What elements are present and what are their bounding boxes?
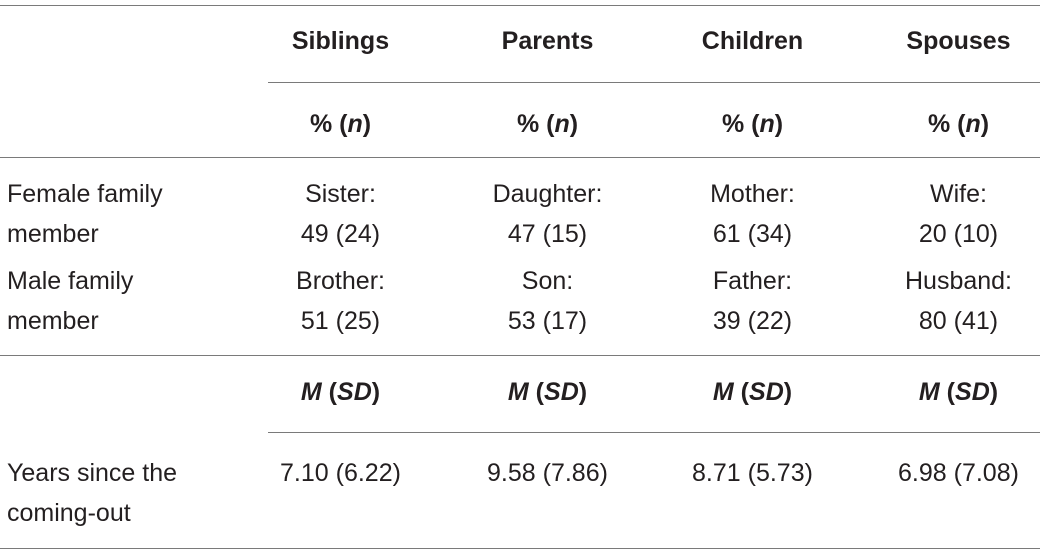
row-label-male: Male family member — [7, 267, 134, 335]
table-cell: Father: 39 (22) — [712, 267, 793, 335]
pct-subheader: % (n) — [721, 110, 784, 138]
column-header-spouses: Spouses — [906, 27, 1011, 55]
msd-rule — [268, 432, 1040, 433]
column-header-siblings: Siblings — [291, 27, 390, 55]
pct-subheader: % (n) — [516, 110, 579, 138]
table-cell: 6.98 (7.08) — [898, 459, 1019, 487]
subheader-rule — [0, 157, 1040, 158]
table-cell: Wife: 20 (10) — [918, 180, 999, 248]
msd-subheader: M (SD) — [712, 378, 793, 406]
column-header-children: Children — [701, 27, 804, 55]
table-cell: Brother: 51 (25) — [296, 267, 385, 335]
row-label-female: Female family member — [7, 180, 163, 248]
msd-subheader: M (SD) — [918, 378, 999, 406]
pct-subheader: % (n) — [309, 110, 372, 138]
table-cell: Daughter: 47 (15) — [492, 180, 603, 248]
table-cell: Son: 53 (17) — [507, 267, 588, 335]
top-rule — [0, 5, 1040, 6]
table-cell: Husband: 80 (41) — [904, 267, 1013, 335]
column-header-parents: Parents — [501, 27, 594, 55]
mid-rule — [0, 355, 1040, 356]
table-cell: 7.10 (6.22) — [280, 459, 401, 487]
table-cell: Mother: 61 (34) — [710, 180, 795, 248]
row-label-years: Years since the coming-out — [7, 459, 178, 527]
table-cell: 8.71 (5.73) — [692, 459, 813, 487]
msd-subheader: M (SD) — [300, 378, 381, 406]
table-cell: 9.58 (7.86) — [487, 459, 608, 487]
table-cell: Sister: 49 (24) — [300, 180, 381, 248]
header-rule — [268, 82, 1040, 83]
pct-subheader: % (n) — [927, 110, 990, 138]
bottom-rule — [0, 548, 1040, 549]
msd-subheader: M (SD) — [507, 378, 588, 406]
